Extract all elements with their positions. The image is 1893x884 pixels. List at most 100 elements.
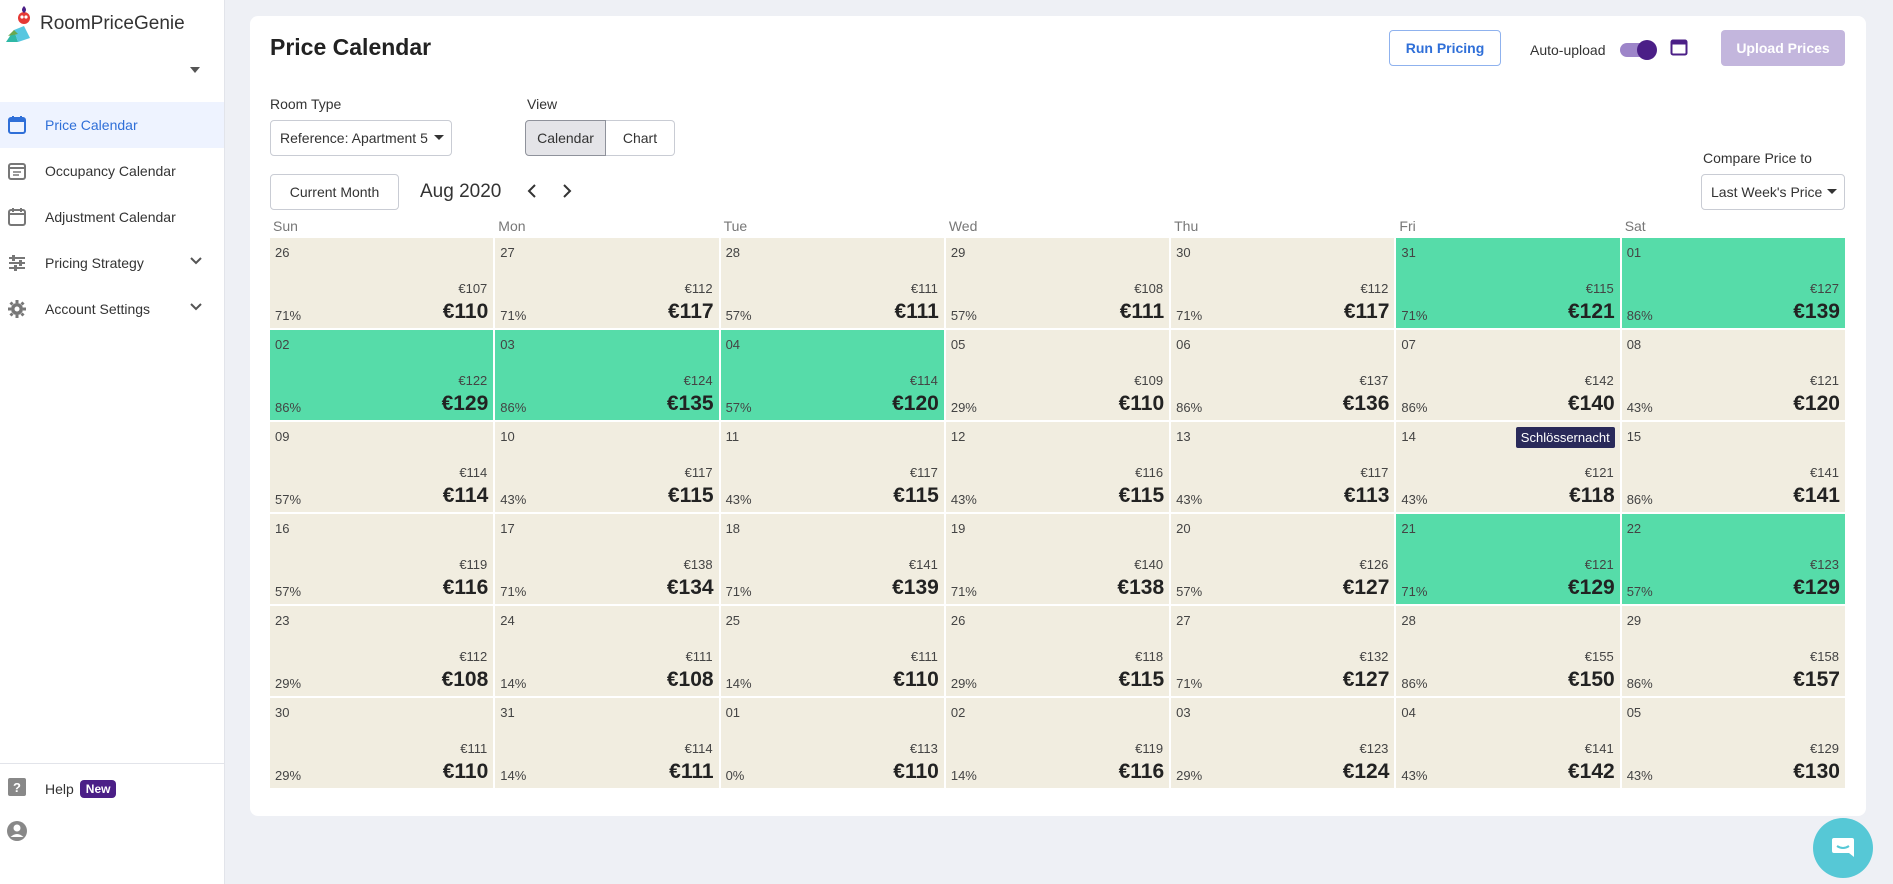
calendar-day-cell[interactable]: 02 €122 86% €129 [270,330,494,420]
recommended-price: €115 [1118,668,1165,691]
auto-upload-toggle[interactable] [1620,40,1657,60]
day-number: 30 [275,705,290,720]
upload-prices-button[interactable]: Upload Prices [1721,30,1845,66]
calendar-day-cell[interactable]: 05 €129 43% €130 [1621,698,1845,788]
toggle-knob [1637,40,1657,60]
calendar-day-cell[interactable]: 29 €158 86% €157 [1621,606,1845,696]
calendar-day-cell[interactable]: 24 €111 14% €108 [495,606,719,696]
calendar-day-cell[interactable]: 31 €115 71% €121 [1396,238,1620,328]
current-month-button[interactable]: Current Month [270,174,399,210]
price-calendar-card: Price Calendar Run Pricing Auto-upload U… [250,16,1866,816]
calendar-day-cell[interactable]: 26 €107 71% €110 [270,238,494,328]
calendar-day-cell[interactable]: 20 €126 57% €127 [1171,514,1395,604]
calendar-day-cell[interactable]: 30 €111 29% €110 [270,698,494,788]
calendar-day-cell[interactable]: 29 €108 57% €111 [945,238,1170,328]
day-number: 22 [1626,521,1642,536]
calendar-day-cell[interactable]: 27 €112 71% €117 [495,238,719,328]
day-number: 25 [725,613,741,628]
occupancy: 57% [1176,584,1203,599]
calendar-day-cell[interactable]: 12 €116 43% €115 [945,422,1170,512]
run-pricing-button[interactable]: Run Pricing [1389,30,1501,66]
day-number: 21 [1401,521,1416,536]
property-dropdown-arrow-icon[interactable] [190,67,200,73]
compare-price: €123 [1810,557,1839,572]
sidebar-item-adjustment-calendar[interactable]: Adjustment Calendar [0,194,224,240]
calendar-day-cell[interactable]: 04 €141 43% €142 [1396,698,1620,788]
calendar-day-cell[interactable]: 18 €141 71% €139 [720,514,944,604]
calendar-day-cell[interactable]: 07 €142 86% €140 [1396,330,1620,420]
calendar-day-cell[interactable]: 28 €155 86% €150 [1396,606,1620,696]
day-number: 05 [950,337,966,352]
view-chart-button[interactable]: Chart [606,120,675,156]
recommended-price: €120 [892,392,939,415]
calendar-day-cell[interactable]: 02 €119 14% €116 [945,698,1170,788]
day-number: 31 [500,705,515,720]
genie-logo-icon [6,6,30,42]
price-calendar-grid: Sun Mon Tue Wed Thu Fri Sat 26 €107 71% €110 27 €11… [270,218,1845,790]
sidebar-item-account-settings[interactable]: Account Settings [0,286,224,332]
calendar-day-cell[interactable]: 17 €138 71% €134 [495,514,719,604]
auto-upload-label: Auto-upload [1530,42,1606,58]
calendar-day-cell[interactable]: 09 €114 57% €114 [270,422,494,512]
next-month-icon[interactable] [562,184,572,198]
occupancy: 86% [1401,400,1428,415]
compare-price: €112 [1360,281,1389,296]
sidebar-item-occupancy-calendar[interactable]: Occupancy Calendar [0,148,224,194]
occupancy: 71% [275,308,302,323]
calendar-day-cell[interactable]: 08 €121 43% €120 [1621,330,1845,420]
view-calendar-button[interactable]: Calendar [525,120,606,156]
brand-logo[interactable]: RoomPriceGenie [4,4,185,44]
compare-price: €141 [1810,465,1839,480]
occupancy: 29% [950,676,977,691]
calendar-day-cell[interactable]: 04 €114 57% €120 [720,330,944,420]
compare-price: €115 [1585,281,1614,296]
compare-price: €112 [459,649,488,664]
calendar-day-cell[interactable]: 13 €117 43% €113 [1171,422,1395,512]
calendar-day-cell[interactable]: 14 €121 43% €118 Schlössernacht [1396,422,1620,512]
user-avatar[interactable] [6,820,28,847]
calendar-day-cell[interactable]: 27 €132 71% €127 [1171,606,1395,696]
calendar-day-cell[interactable]: 06 €137 86% €136 [1171,330,1395,420]
calendar-day-cell[interactable]: 03 €124 86% €135 [495,330,719,420]
occupancy: 29% [950,400,977,415]
calendar-day-cell[interactable]: 05 €109 29% €110 [945,330,1170,420]
calendar-day-cell[interactable]: 01 €113 0% €110 [720,698,944,788]
sliders-icon [6,252,28,274]
calendar-day-cell[interactable]: 15 €141 86% €141 [1621,422,1845,512]
calendar-day-cell[interactable]: 21 €121 71% €129 [1396,514,1620,604]
recommended-price: €129 [441,392,489,415]
calendar-day-cell[interactable]: 11 €117 43% €115 [720,422,944,512]
calendar-day-cell[interactable]: 25 €111 14% €110 [720,606,944,696]
weekday-header: Sun Mon Tue Wed Thu Fri Sat [270,218,1845,238]
room-type-select[interactable]: Reference: Apartment 5 [270,120,452,156]
compare-price: €111 [910,649,938,664]
calendar-day-cell[interactable]: 01 €127 86% €139 [1621,238,1845,328]
event-badge[interactable]: Schlössernacht [1515,427,1615,448]
calendar-day-cell[interactable]: 16 €119 57% €116 [270,514,494,604]
sidebar-item-pricing-strategy[interactable]: Pricing Strategy [0,240,224,286]
day-number: 08 [1626,337,1642,352]
sidebar-item-help[interactable]: ? Help New [6,776,117,801]
weekday-label: Wed [948,218,978,234]
previous-month-icon[interactable] [527,184,537,198]
chat-button[interactable] [1813,818,1873,878]
calendar-day-cell[interactable]: 28 €111 57% €111 [720,238,944,328]
day-number: 23 [275,613,290,628]
calendar-day-cell[interactable]: 23 €112 29% €108 [270,606,494,696]
calendar-day-cell[interactable]: 22 €123 57% €129 [1621,514,1845,604]
calendar-day-cell[interactable]: 26 €118 29% €115 [945,606,1170,696]
calendar-day-cell[interactable]: 03 €123 29% €124 [1171,698,1395,788]
day-number: 12 [950,429,966,444]
sidebar-item-price-calendar[interactable]: Price Calendar [0,102,224,148]
compare-price: €142 [1584,373,1614,388]
recommended-price: €110 [1118,392,1165,415]
calendar-day-cell[interactable]: 30 €112 71% €117 [1171,238,1395,328]
weekday-label: Fri [1399,218,1416,234]
schedule-calendar-icon[interactable] [1670,38,1688,61]
compare-price-select[interactable]: Last Week's Price [1701,174,1845,210]
occupancy: 57% [725,400,752,415]
calendar-day-cell[interactable]: 31 €114 14% €111 [495,698,719,788]
recommended-price: €116 [1118,760,1165,783]
calendar-day-cell[interactable]: 10 €117 43% €115 [495,422,719,512]
calendar-day-cell[interactable]: 19 €140 71% €138 [945,514,1170,604]
